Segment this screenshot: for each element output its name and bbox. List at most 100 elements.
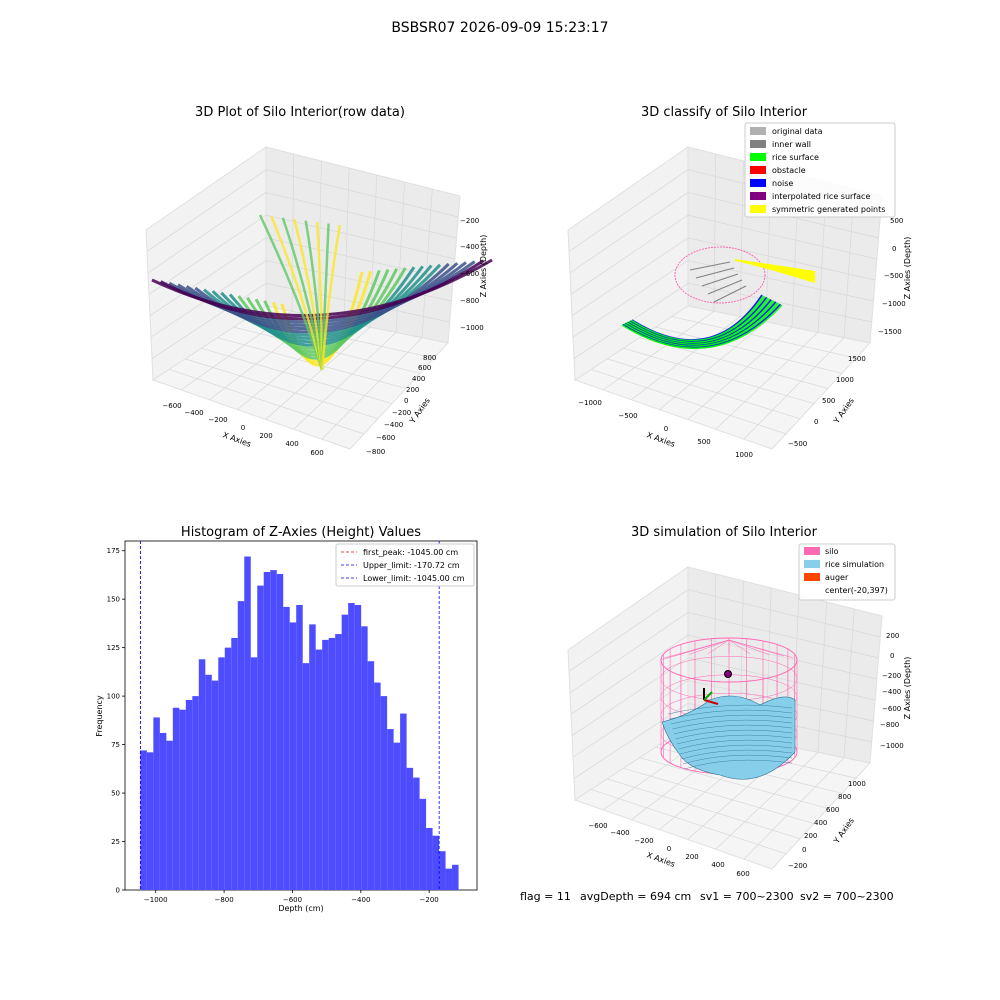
simulation-markers [703, 670, 732, 705]
histogram-bar [413, 777, 420, 890]
histogram-bar [159, 732, 167, 890]
grid-line [739, 160, 744, 317]
histogram-bar [367, 661, 375, 890]
classify-legend-swatch [750, 205, 766, 213]
simulation-z-ticks: −1000 −800 −600 −400 −200 0 200 [880, 632, 904, 750]
grid-line [317, 160, 322, 317]
histogram-y-tick-label: 125 [107, 644, 120, 652]
histogram-bar [445, 868, 453, 890]
simulation-y-ticks: −200 0 200 400 600 800 1000 [788, 780, 866, 870]
grid-line [265, 282, 450, 323]
classify-point-cloud [621, 246, 816, 350]
status-avg-depth: avgDepth = 694 cm [580, 890, 691, 903]
raw-z-ticks: −1000 −800 −600 −400 −200 [460, 217, 484, 332]
grid-line [607, 358, 801, 420]
histogram-panel: Histogram of Z-Axies (Height) Values −10… [95, 525, 478, 913]
silo-roof-line [728, 639, 794, 659]
classify-z-tick: −1000 [882, 300, 906, 308]
rice-surface-trace [630, 295, 765, 342]
simulation-y-tick: 400 [814, 819, 827, 827]
histogram-legend-label: first_peak: -1045.00 cm [363, 548, 458, 557]
histogram-y-ticks: 0 25 50 75 100 125 150 175 [107, 547, 125, 895]
histogram-bar [439, 851, 446, 890]
grid-line [715, 332, 819, 430]
rice-simulation-surface [661, 695, 796, 780]
grid-line [655, 326, 843, 374]
raw-y-tick: 200 [406, 386, 419, 394]
rice-mesh-line [672, 719, 793, 730]
grid-line [607, 778, 801, 840]
simulation-panel-title: 3D simulation of Silo Interior [631, 525, 818, 540]
grid-line [265, 237, 454, 281]
simulation-x-tick: −600 [588, 822, 607, 830]
histogram-bar [296, 604, 303, 890]
rice-surface-trace [621, 304, 783, 350]
classify-legend-label: obstacle [772, 166, 806, 175]
classify-x-tick: 0 [664, 425, 668, 433]
histogram-bar [309, 624, 316, 890]
grid-line [602, 311, 715, 391]
wall-outline [674, 246, 766, 304]
rice-mesh-line [676, 734, 793, 745]
classify-x-tick: −500 [618, 412, 637, 420]
classify-legend-label: rice surface [772, 153, 819, 162]
symmetric-points-trace [774, 269, 816, 283]
grid-line [569, 192, 689, 274]
simulation-legend-label: silo [825, 547, 839, 556]
raw-y-tick: −600 [376, 434, 395, 442]
raw-x-tick: −200 [208, 416, 227, 424]
grid-line [568, 169, 689, 252]
rice-mesh-line [682, 754, 793, 765]
grid-line [151, 282, 267, 359]
histogram-bar [276, 573, 284, 890]
auger-axis-y [703, 691, 713, 701]
simulation-y-tick: 0 [802, 846, 806, 854]
classify-z-tick: −500 [884, 272, 903, 280]
simulation-y-tick: −200 [788, 862, 807, 870]
simulation-y-label: Y Axies [831, 816, 856, 846]
grid-line [570, 214, 689, 295]
grid-line [687, 214, 877, 260]
grid-line [843, 608, 855, 758]
histogram-bar [452, 864, 459, 890]
raw-x-tick: 600 [310, 449, 323, 457]
status-sv2: sv2 = 700~2300 [800, 890, 894, 903]
simulation-legend-frame [798, 543, 896, 601]
classify-legend-swatch [750, 153, 766, 161]
histogram-bar [192, 696, 199, 890]
grid-line [715, 752, 819, 850]
simulation-y-tick: 200 [804, 832, 817, 840]
grid-line [743, 757, 845, 860]
simulation-x-tick: 600 [736, 870, 749, 878]
simulation-z-tick: −1000 [880, 742, 904, 750]
histogram-x-label: Depth (cm) [278, 904, 323, 913]
histogram-x-tick-label: −1000 [144, 896, 168, 904]
histogram-bar [374, 682, 381, 890]
rice-mesh-line [675, 729, 793, 740]
raw-x-tick: −400 [184, 409, 203, 417]
raw-y-tick: −800 [366, 448, 385, 456]
histogram-bar [432, 835, 440, 890]
simulation-x-tick: 400 [711, 861, 724, 869]
classify-y-tick: 1000 [836, 376, 854, 384]
grid-line [343, 167, 350, 322]
grid-line [687, 589, 881, 638]
classify-legend-swatch [750, 127, 766, 135]
grid-line [687, 326, 793, 420]
simulation-z-tick: −600 [882, 705, 901, 713]
grid-line [572, 680, 689, 758]
classify-z-tick: −1500 [878, 328, 902, 336]
raw-y-tick: 600 [418, 364, 431, 372]
raw-y-ticks: −800 −600 −400 −200 0 200 400 600 800 [366, 354, 436, 456]
histogram-bar [270, 570, 277, 890]
grid-line [146, 169, 267, 252]
grid-line [148, 214, 267, 295]
raw-x-tick: 200 [259, 432, 272, 440]
simulation-x-ticks: −600 −400 −200 0 200 400 600 [588, 822, 749, 878]
histogram-bar [224, 647, 232, 890]
histogram-bar [185, 699, 193, 890]
grid-line [591, 789, 787, 855]
inner-wall-trace [695, 267, 735, 279]
raw-x-tick: 0 [241, 424, 245, 432]
histogram-x-tick-label: −200 [420, 896, 439, 904]
